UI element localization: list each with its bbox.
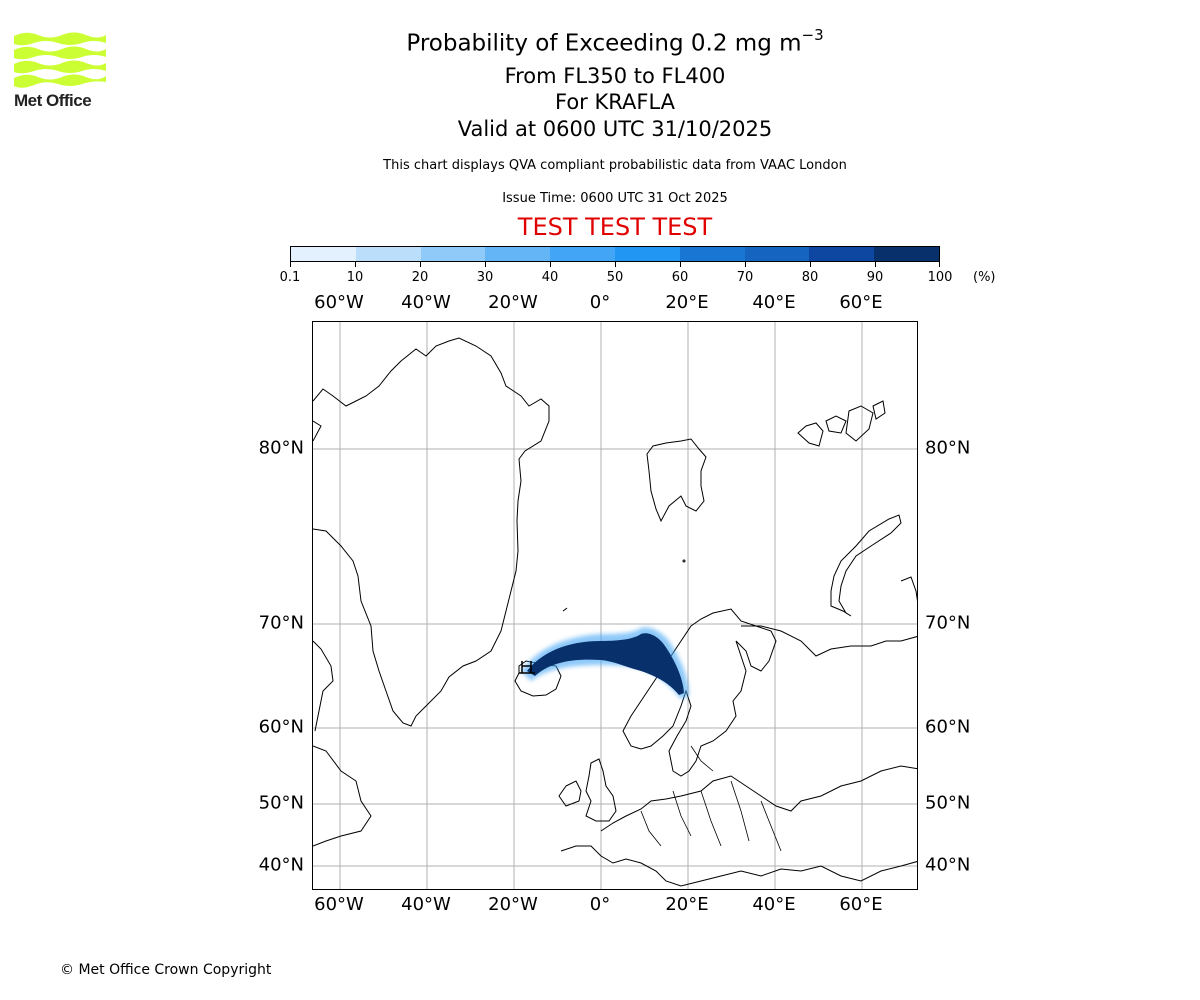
lat-label-left: 60°N [258,716,304,738]
colorbar-bin-9 [874,247,939,261]
lon-label-top: 0° [589,292,611,313]
colorbar-tick [875,262,876,267]
lat-label-right: 50°N [925,792,971,814]
copyright-notice: © Met Office Crown Copyright [60,962,272,978]
colorbar-label: 40 [541,270,559,285]
lon-label-bottom: 20°W [488,894,538,915]
lat-label-left: 40°N [258,854,304,876]
colorbar-tick [420,262,421,267]
colorbar-label: 10 [346,270,364,285]
colorbar [290,246,940,262]
europe-coast [560,765,917,887]
disclaimer-text: This chart displays QVA compliant probab… [383,158,847,173]
lon-label-bottom: 60°W [314,894,364,915]
lon-label-top: 60°W [314,292,364,313]
colorbar-label: 80 [801,270,819,285]
colorbar-bin-5 [614,247,680,261]
colorbar-tick [290,262,291,267]
svalbard-coast [646,438,707,523]
colorbar-tick [615,262,616,267]
colorbar-tick [680,262,681,267]
ash-plume [521,627,689,699]
colorbar-label: 70 [736,270,754,285]
lon-label-bottom: 40°W [401,894,451,915]
lat-label-right: 80°N [925,437,971,459]
lat-label-left: 80°N [258,437,304,459]
colorbar-bin-3 [485,247,551,261]
lat-label-right: 70°N [925,612,971,634]
lat-label-right: 40°N [925,854,971,876]
met-office-logo-text: Met Office [14,91,92,110]
lon-label-top: 20°E [665,292,709,313]
lon-label-bottom: 0° [589,894,611,915]
colorbar-tick [550,262,551,267]
colorbar-tick [939,262,940,267]
map-canvas [313,322,917,889]
colorbar-bin-8 [809,247,875,261]
colorbar-bin-1 [355,247,421,261]
lon-label-top: 20°W [488,292,538,313]
colorbar-tick [810,262,811,267]
valid-time: Valid at 0600 UTC 31/10/2025 [457,117,773,141]
colorbar-bin-4 [550,247,615,261]
lon-label-top: 40°E [752,292,796,313]
british-isles-coast [558,758,617,822]
test-banner: TEST TEST TEST [517,213,713,241]
volcano-name: For KRAFLA [555,90,675,114]
colorbar-bin-0 [291,247,356,261]
colorbar-label: 50 [606,270,624,285]
issue-time: Issue Time: 0600 UTC 31 Oct 2025 [502,191,728,206]
greenland-coast [313,337,550,727]
volcano-marker-icon [519,661,535,674]
lon-label-top: 40°W [401,292,451,313]
novaya-zemlya-coast [830,514,902,617]
lon-label-bottom: 40°E [752,894,796,915]
lat-label-left: 50°N [258,792,304,814]
colorbar-bin-7 [744,247,810,261]
colorbar-label: 90 [866,270,884,285]
colorbar-label: 0.1 [279,270,301,285]
lat-label-left: 70°N [258,612,304,634]
colorbar-tick [355,262,356,267]
colorbar-bin-2 [420,247,486,261]
colorbar-label: 20 [411,270,429,285]
chart-title: Probability of Exceeding 0.2 mg m−3 [0,26,1200,57]
title-superscript: −3 [801,26,824,44]
colorbar-unit: (%) [973,270,996,285]
colorbar-label: 60 [671,270,689,285]
flight-level-range: From FL350 to FL400 [504,64,726,88]
lon-label-top: 60°E [839,292,883,313]
colorbar-label: 100 [927,270,953,285]
graticule [313,322,917,889]
lon-label-bottom: 60°E [839,894,883,915]
colorbar-bin-6 [679,247,745,261]
colorbar-label: 30 [476,270,494,285]
lon-label-bottom: 20°E [665,894,709,915]
lat-label-right: 60°N [925,716,971,738]
map-plot-area[interactable] [312,321,918,890]
colorbar-tick [485,262,486,267]
colorbar-tick [745,262,746,267]
met-office-logo-icon [14,32,106,88]
title-text: Probability of Exceeding 0.2 mg m [406,30,802,57]
